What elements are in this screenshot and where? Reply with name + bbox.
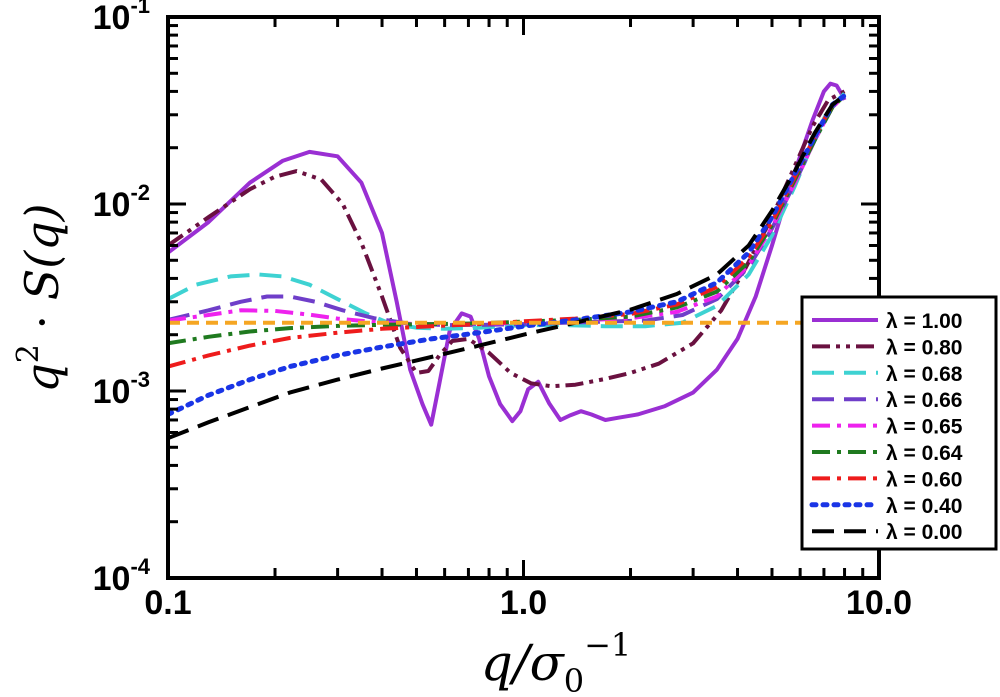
series-line-0-68 [168,92,846,331]
x-tick-label: 0.1 [144,584,191,622]
legend-label: λ = 0.68 [886,363,963,386]
series-line-0-65 [168,94,846,327]
y-tick-label: 10-2 [93,180,150,224]
legend-items: λ = 1.00 λ = 0.80 λ = 0.68 λ = 0.66 λ = 0.65… [809,310,963,544]
legend-label: λ = 1.00 [886,310,962,333]
series-line-0-40 [168,93,847,417]
legend-label: λ = 0.60 [886,468,962,491]
y-tick-label: 10-4 [93,554,151,598]
series-line-0-80 [168,89,846,389]
legend-label: λ = 0.40 [886,495,962,518]
x-axis-title: q/σ0−1 [481,626,632,697]
legend-label: λ = 0.66 [886,389,962,412]
legend: λ = 1.00 λ = 0.80 λ = 0.68 λ = 0.66 λ = 0.65… [800,295,998,551]
series-layer [168,81,847,440]
legend-label: λ = 0.64 [886,442,963,465]
tick-labels-layer: 0.1 1.0 10.0 10-4 10-3 10-2 10-1 [93,0,912,622]
legend-label: λ = 0.80 [886,336,962,359]
x-tick-label: 10.0 [846,584,912,622]
y-axis-title: q2 · S(q) [11,203,69,392]
legend-label: λ = 0.00 [886,521,962,544]
x-tick-label: 1.0 [500,584,547,622]
y-tick-label: 10-3 [93,367,150,411]
y-tick-label: 10-1 [93,0,150,37]
legend-label: λ = 0.65 [886,416,963,439]
series-line-0-66 [168,94,846,328]
series-line-0-64 [168,94,846,346]
y-axis-title-group: q2 · S(q) [11,203,69,392]
